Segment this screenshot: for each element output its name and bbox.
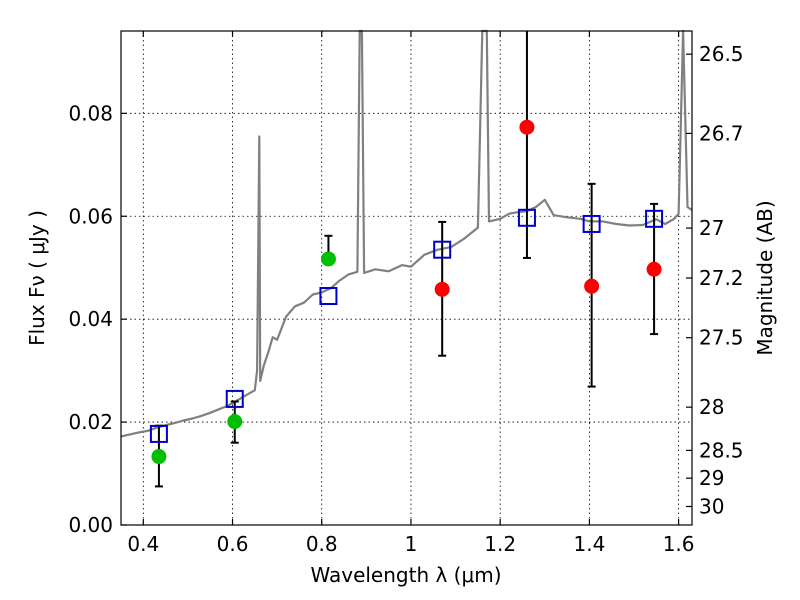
spectrum-layer xyxy=(120,29,693,438)
x-tick-label: 0.8 xyxy=(306,532,338,556)
right-tick-label: 27.2 xyxy=(699,266,744,290)
grid-lines xyxy=(121,31,692,526)
x-tick-label: 0.4 xyxy=(127,532,159,556)
right-tick-label: 30 xyxy=(699,494,724,518)
model-point-square xyxy=(149,424,168,443)
y-tick-label: 0.02 xyxy=(68,410,113,434)
right-tick-label: 26.5 xyxy=(699,42,744,66)
right-tick-label: 27.5 xyxy=(699,326,744,350)
right-tick-label: 28 xyxy=(699,395,724,419)
x-axis-label: Wavelength λ (μm) xyxy=(310,563,501,587)
right-tick-label: 26.7 xyxy=(699,121,744,145)
tick-labels: 0.4 0.6 0.8 1 1.2 1.4 1.6 0.00 0.02 0.04 0.06 0.08 2… xyxy=(68,42,743,556)
right-tick-label: 28.5 xyxy=(699,438,744,462)
model-point-square xyxy=(319,287,338,306)
observed-point-green xyxy=(320,251,336,267)
plot-frame xyxy=(120,30,693,526)
y-tick-label: 0.08 xyxy=(68,101,113,125)
observed-point-green xyxy=(151,449,167,465)
model-spectrum-line xyxy=(120,29,693,438)
observed-point-red xyxy=(584,278,600,294)
model-point-square xyxy=(225,389,244,408)
model-point-square xyxy=(517,208,536,227)
observed-point-red xyxy=(646,261,662,277)
right-tick-label: 29 xyxy=(699,466,724,490)
y-tick-label: 0.06 xyxy=(68,204,113,228)
observed-points-layer xyxy=(151,119,662,465)
x-tick-label: 1.4 xyxy=(573,532,605,556)
observed-point-red xyxy=(434,281,450,297)
x-tick-label: 1 xyxy=(405,532,418,556)
right-tick-label: 27 xyxy=(699,216,724,240)
axis-ticks xyxy=(121,31,692,526)
right-axis-label: Magnitude (AB) xyxy=(753,200,777,355)
y-tick-label: 0.04 xyxy=(68,307,113,331)
x-tick-label: 1.6 xyxy=(663,532,695,556)
model-points-layer xyxy=(149,208,664,443)
x-tick-label: 0.6 xyxy=(217,532,249,556)
x-tick-label: 1.2 xyxy=(484,532,516,556)
y-tick-label: 0.00 xyxy=(68,513,113,537)
observed-point-red xyxy=(519,119,535,135)
model-point-square xyxy=(582,214,601,233)
observed-point-green xyxy=(227,414,243,430)
model-point-square xyxy=(645,209,664,228)
y-axis-label: Flux Fν ( μJy ) xyxy=(25,210,49,346)
model-point-square xyxy=(433,240,452,259)
